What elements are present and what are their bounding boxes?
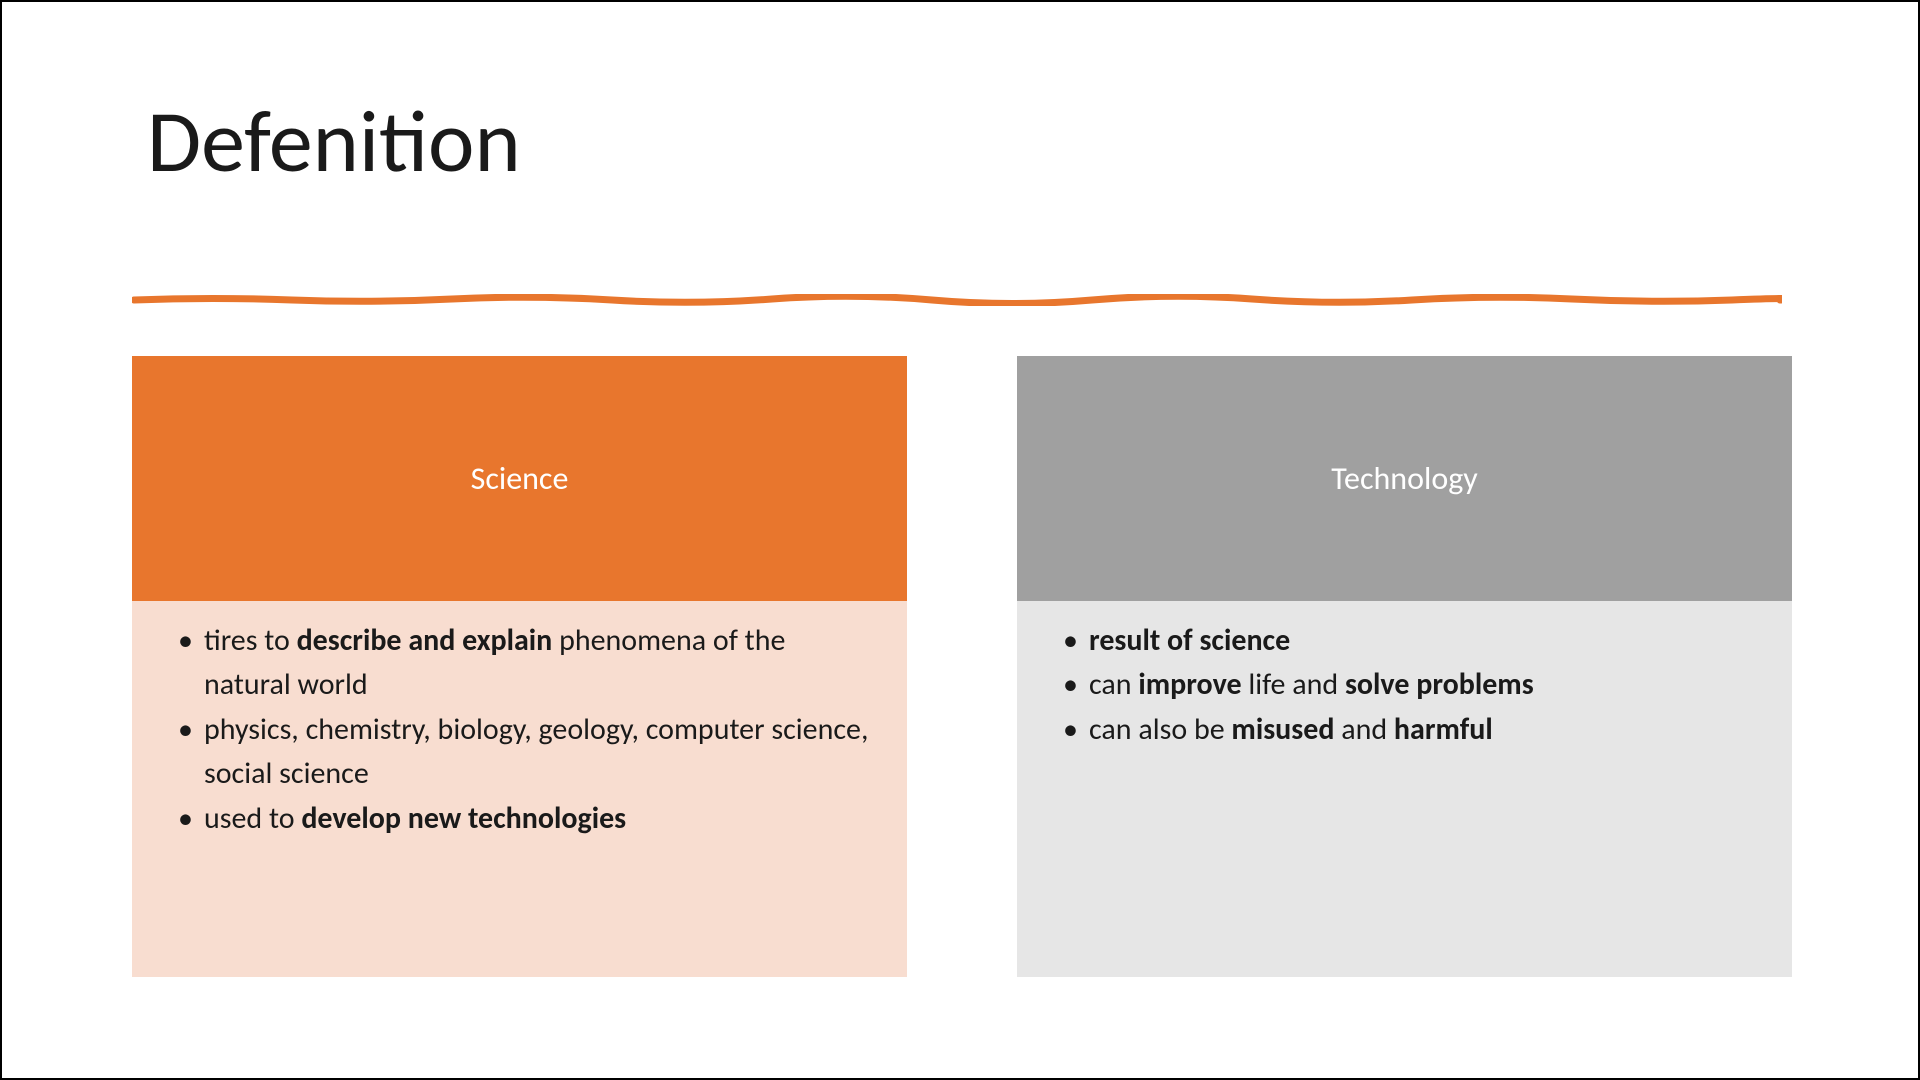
list-item: used to develop new technologies [178,797,877,841]
column-technology: Technology result of science can improve… [1017,356,1792,977]
bullet-list-science: tires to describe and explain phenomena … [178,619,877,841]
column-header-science: Science [132,356,907,601]
slide-title: Defenition [147,87,521,195]
list-item: can also be misused and harmful [1063,708,1762,752]
columns-container: Science tires to describe and explain ph… [132,356,1792,977]
column-body-science: tires to describe and explain phenomena … [132,601,907,977]
column-science: Science tires to describe and explain ph… [132,356,907,977]
divider-path [134,296,1782,303]
list-item: result of science [1063,619,1762,663]
divider-line [132,292,1782,304]
column-body-technology: result of science can improve life and s… [1017,601,1792,977]
list-item: can improve life and solve problems [1063,663,1762,707]
bullet-list-technology: result of science can improve life and s… [1063,619,1762,752]
slide-frame: Defenition Science tires to describe and… [0,0,1920,1080]
list-item: physics, chemistry, biology, geology, co… [178,708,877,797]
list-item: tires to describe and explain phenomena … [178,619,877,708]
column-header-technology: Technology [1017,356,1792,601]
